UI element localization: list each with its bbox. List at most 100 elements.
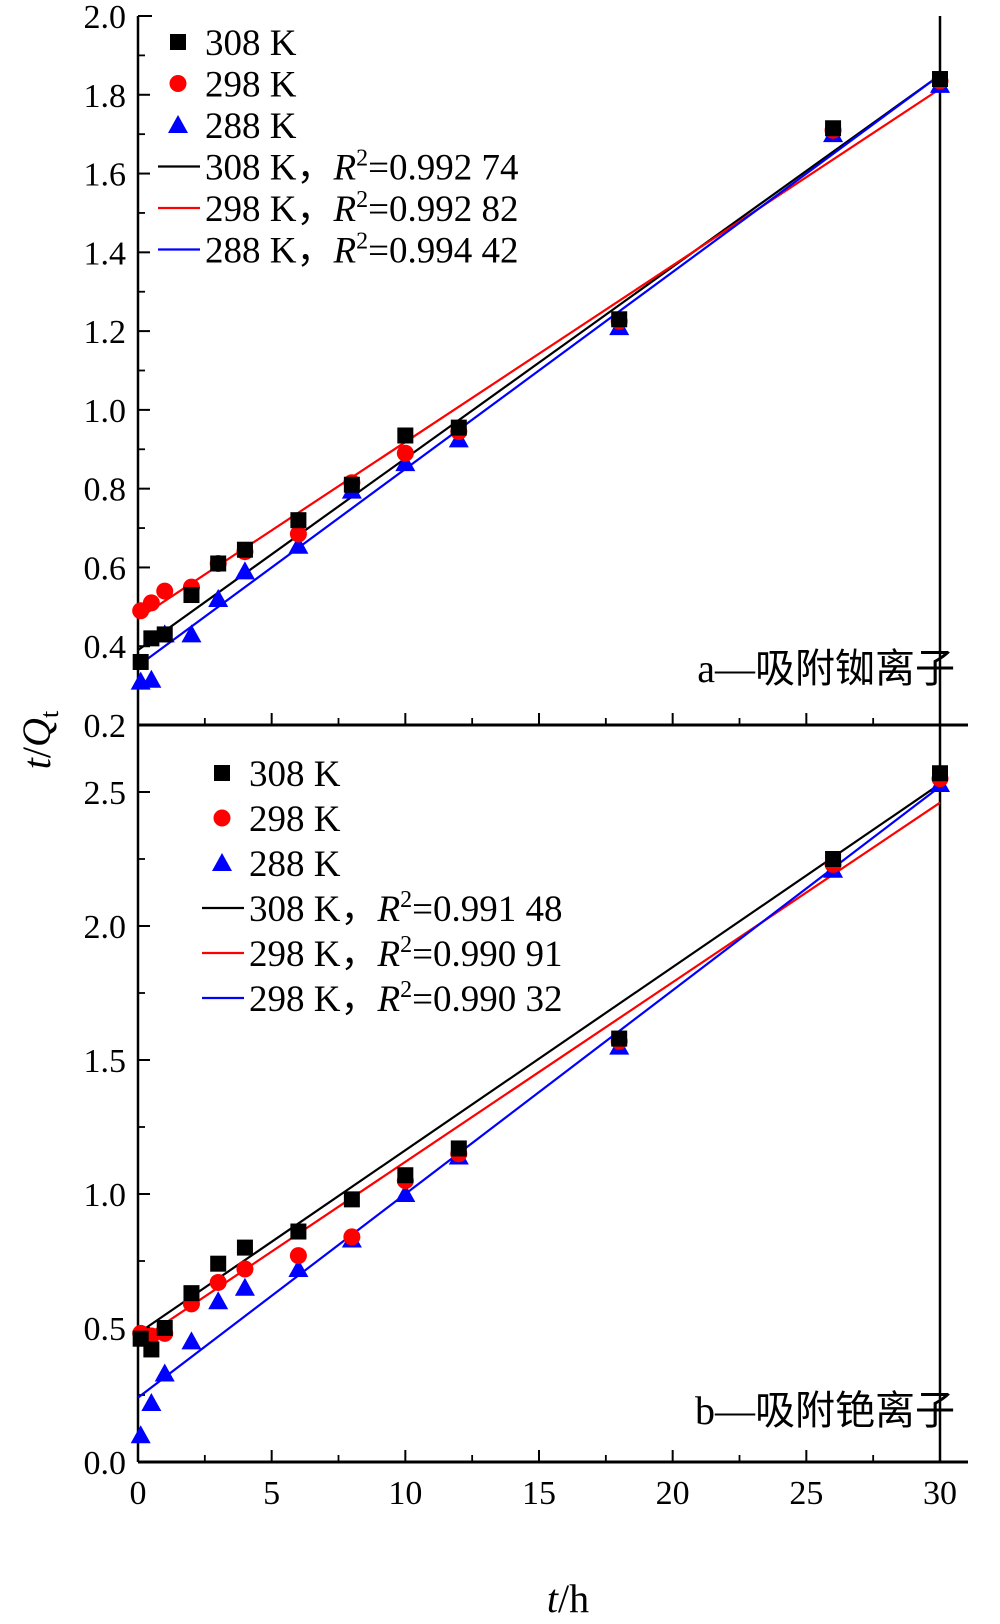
x-tick-label: 10 [388,1475,422,1512]
legend-label: 308 K [205,23,297,64]
legend-fit-label: 298 K，R2=0.990 32 [249,977,562,1020]
x-axis-label: t/h [547,1576,589,1621]
data-point-triangle [154,1363,175,1382]
data-point-circle [289,1247,307,1265]
data-point-square [143,630,160,647]
legend-fit-label: 288 K，R2=0.994 42 [205,229,518,272]
legend-fit-label: 308 K，R2=0.992 74 [205,146,518,189]
data-point-triangle [181,624,202,643]
legend-label: 298 K [249,799,341,840]
data-point-circle [343,1228,361,1246]
y-tick-label: 0.8 [84,472,127,509]
y-tick-label: 2.0 [84,0,127,36]
data-point-triangle [130,1425,151,1444]
y-tick-label: 0.0 [84,1445,127,1482]
legend-fit-label: 298 K，R2=0.990 91 [249,932,562,975]
fit-line-3 [137,785,941,1399]
data-point-square [343,476,360,493]
data-point-circle [142,594,160,612]
data-point-square [450,1140,467,1157]
y-tick-label: 2.0 [84,909,127,946]
legend-r2-symbol: R [376,979,400,1020]
fit-line-3 [137,74,941,667]
fit-line-2 [137,801,941,1343]
legend-label: 288 K [205,106,297,147]
data-point-circle [156,582,174,600]
data-point-square [210,555,227,572]
panel-label: a—吸附铷离子 [697,646,955,691]
panel-label: b—吸附铯离子 [695,1388,955,1433]
y-tick-label: 1.4 [84,235,127,272]
data-point-triangle [395,453,416,472]
legend-fit-label: 298 K，R2=0.992 82 [205,187,518,230]
data-point-circle [209,1273,227,1291]
legend-marker-triangle [168,115,188,133]
data-point-square [236,541,253,558]
legend-fit-label: 308 K，R2=0.991 48 [249,887,562,930]
data-point-square [156,626,173,643]
data-point-triangle [288,1259,309,1278]
legend-r2-superscript: 2 [400,887,412,913]
data-point-square [397,427,414,444]
legend-r2-symbol: R [332,148,356,189]
legend-fit-name: 298 K， [249,934,377,975]
data-point-square [932,71,948,88]
legend-fit-name: 288 K， [205,231,333,272]
legend-r2-symbol: R [376,934,400,975]
legend-marker-square [170,34,186,50]
y-axis-label-subscript: t [35,710,64,718]
legend-label: 288 K [249,844,341,885]
y-tick-label: 1.8 [84,78,127,115]
legend-r2-superscript: 2 [356,187,368,213]
data-point-square [290,512,307,529]
y-tick-label: 0.6 [84,550,127,587]
y-tick-label: 0.5 [84,1311,127,1348]
y-tick-label: 1.2 [84,314,127,351]
y-tick-label: 0.2 [84,708,127,745]
y-axis-label-t: t [14,757,59,769]
legend-r2-superscript: 2 [356,229,368,255]
legend-marker-circle [213,809,231,827]
data-point-square [143,1341,160,1358]
legend-r2-symbol: R [332,231,356,272]
legend-fit-name: 298 K， [249,979,377,1020]
legend-label: 308 K [249,754,341,795]
y-tick-label: 2.5 [84,775,127,812]
y-axis-label-slash: / [14,746,59,758]
x-tick-label: 5 [263,1475,280,1512]
legend-r2-superscript: 2 [400,977,412,1003]
data-point-square [343,1191,360,1208]
legend-fit-name: 298 K， [205,189,333,230]
x-tick-label: 30 [923,1475,957,1512]
data-point-square [450,419,467,436]
data-point-triangle [234,561,255,580]
data-point-square [183,587,200,604]
data-point-triangle [288,535,309,554]
x-tick-label: 25 [789,1475,823,1512]
y-tick-label: 1.0 [84,1177,127,1214]
data-point-circle [236,1260,254,1278]
fit-line-1 [137,74,941,652]
y-tick-label: 1.6 [84,157,127,194]
series-308k [132,71,948,670]
data-point-square [183,1285,200,1302]
series-308k [132,765,948,1358]
y-axis-label: t/Qt [14,710,64,769]
legend-fit-name: 308 K， [205,148,333,189]
legend-r2-value: =0.990 32 [412,979,562,1020]
data-point-circle [289,525,307,543]
y-axis-label-q: Q [14,718,59,747]
legend-marker-circle [169,75,187,92]
data-point-triangle [141,669,162,688]
data-point-square [210,1255,227,1272]
data-point-square [932,765,948,782]
fit-line-1 [137,783,941,1335]
data-point-square [156,1320,173,1336]
data-point-square [825,120,842,137]
data-point-triangle [395,1184,416,1202]
legend-r2-value: =0.992 74 [368,148,518,189]
legend-r2-value: =0.994 42 [368,231,518,272]
